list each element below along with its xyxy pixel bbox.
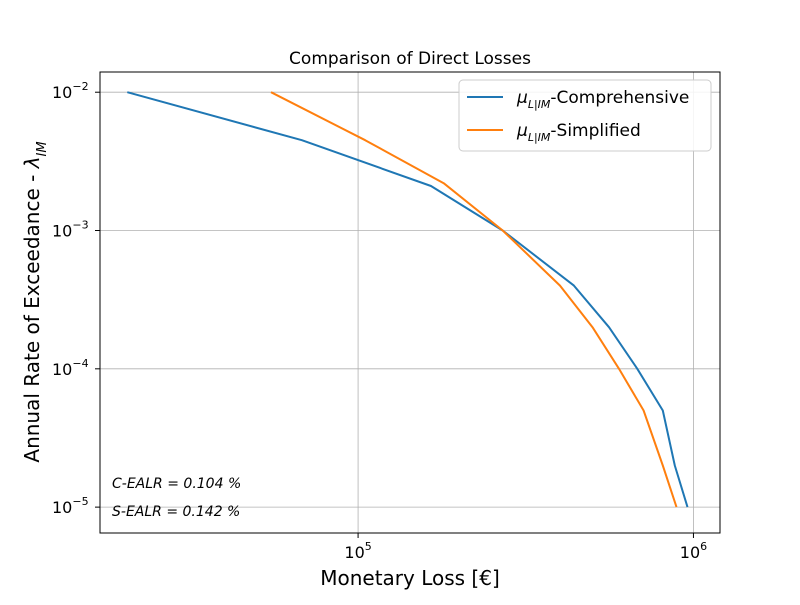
legend-box <box>458 79 712 152</box>
annotation-s-ealr: S-EALR = 0.142 % <box>112 504 240 520</box>
annotation-c-ealr: C-EALR = 0.104 % <box>112 476 241 492</box>
series-line-comprehensive <box>127 91 689 508</box>
y-tick-label: 10−5 <box>52 495 89 517</box>
y-tick-label: 10−3 <box>52 219 89 241</box>
y-tick-base: 10 <box>52 222 72 241</box>
y-tick-label: 10−4 <box>52 357 89 379</box>
y-axis-label-subscript: IM <box>35 141 50 156</box>
series-lines <box>127 91 689 508</box>
legend-suffix-simplified: -Simplified <box>550 121 640 141</box>
y-tick-exponent: −5 <box>72 495 88 508</box>
x-axis-label: Monetary Loss [€] <box>320 566 500 590</box>
legend-suffix-comprehensive: -Comprehensive <box>550 88 689 108</box>
legend-subscript-comprehensive: L|IM <box>528 98 551 111</box>
y-tick-exponent: −3 <box>72 219 88 232</box>
series-line-simplified <box>270 91 678 508</box>
y-tick-base: 10 <box>52 498 72 517</box>
x-tick-base: 10 <box>344 543 364 562</box>
y-tick-label: 10−2 <box>52 80 89 102</box>
legend-label-comprehensive: μL|IM-Comprehensive <box>516 88 689 111</box>
legend-label-simplified: μL|IM-Simplified <box>516 121 641 144</box>
y-tick-base: 10 <box>52 83 72 102</box>
x-tick-base: 10 <box>680 543 700 562</box>
x-tick-label: 106 <box>680 540 707 562</box>
y-tick-exponent: −2 <box>72 80 88 93</box>
legend-symbol-comprehensive: μ <box>516 88 528 108</box>
x-tick-exponent: 5 <box>365 540 372 553</box>
x-tick-label: 105 <box>344 540 371 562</box>
chart-title: Comparison of Direct Losses <box>289 49 531 69</box>
y-axis-label-symbol: λ <box>20 156 44 169</box>
y-axis-label: Annual Rate of Exceedance - λIM <box>20 141 50 462</box>
y-tick-base: 10 <box>52 360 72 379</box>
legend-subscript-simplified: L|IM <box>528 131 551 144</box>
x-tick-exponent: 6 <box>700 540 707 553</box>
legend-symbol-simplified: μ <box>516 121 528 141</box>
legend: μL|IM-Comprehensive μL|IM-Simplified <box>458 79 712 152</box>
plot-frame <box>99 71 721 534</box>
y-tick-exponent: −4 <box>72 357 88 370</box>
y-axis-label-main: Annual Rate of Exceedance - <box>20 168 44 462</box>
